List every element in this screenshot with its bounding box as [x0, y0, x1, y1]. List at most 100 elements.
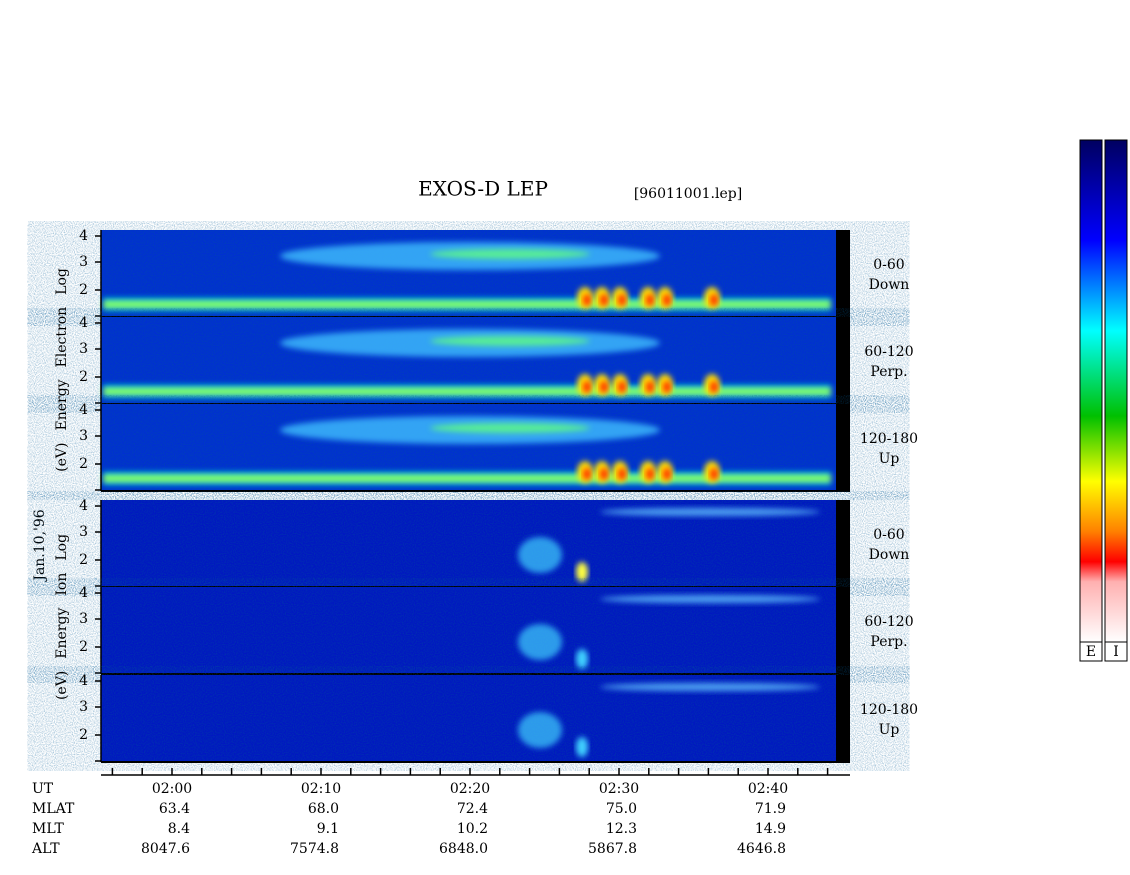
flux-blob [646, 468, 654, 480]
row-value: 72.4 [457, 801, 488, 817]
y-axis-label-word: Energy [54, 379, 70, 430]
flux-blob [576, 649, 588, 669]
file-name: [96011001.lep] [634, 186, 742, 202]
y-axis-label: (eV) Energy Electron Log [54, 268, 70, 472]
flux-band [430, 249, 590, 259]
row-value: 7574.8 [290, 841, 339, 857]
row-value: 71.9 [755, 801, 786, 817]
row-value: 63.4 [159, 801, 190, 817]
color-bar-label-box [1104, 641, 1128, 662]
time-label: 02:40 [748, 781, 788, 797]
y-axis-label-word: Electron [54, 307, 70, 368]
data-gap [836, 404, 850, 491]
y-tick-label: 2 [79, 552, 88, 568]
y-tick-label: 3 [79, 254, 88, 270]
color-bar [1079, 139, 1103, 643]
y-tick-label: 2 [79, 369, 88, 385]
flux-blob [576, 737, 588, 757]
row-value: 6848.0 [439, 841, 488, 857]
flux-blob [583, 294, 591, 306]
y-axis-label-word: Log [54, 534, 70, 561]
time-label: 02:00 [152, 781, 192, 797]
flux-band [103, 472, 831, 485]
y-tick-label: 3 [79, 699, 88, 715]
flux-blob [600, 468, 608, 480]
row-value: 10.2 [457, 821, 488, 837]
row-name: MLAT [32, 801, 75, 817]
flux-blob [518, 537, 562, 573]
row-value: 75.0 [606, 801, 637, 817]
flux-band [103, 298, 831, 311]
y-tick-label: 4 [79, 402, 88, 418]
flux-blob [646, 381, 654, 393]
direction-label: Down [869, 277, 910, 293]
flux-blob [646, 294, 654, 306]
y-tick-label: 2 [79, 639, 88, 655]
data-gap [836, 230, 850, 317]
y-axis-label-word: (eV) [54, 671, 70, 700]
row-value: 8047.6 [141, 841, 190, 857]
flux-band [103, 385, 831, 398]
title: EXOS-D LEP [418, 177, 548, 201]
row-name: UT [32, 781, 54, 797]
flux-blob [710, 381, 718, 393]
flux-band [600, 683, 820, 691]
y-tick-label: 3 [79, 611, 88, 627]
y-tick-label: 3 [79, 524, 88, 540]
y-axis-label-word: Log [54, 268, 70, 295]
y-tick-label: 2 [79, 456, 88, 472]
flux-blob [618, 381, 626, 393]
flux-blob [583, 381, 591, 393]
direction-label: Up [879, 722, 900, 738]
direction-label: Perp. [870, 634, 907, 650]
y-tick-label: 2 [79, 282, 88, 298]
time-label: 02:30 [599, 781, 639, 797]
pitch-angle-label: 60-120 [864, 614, 913, 630]
row-value: 5867.8 [588, 841, 637, 857]
flux-blob [710, 468, 718, 480]
flux-band [600, 595, 820, 603]
row-value: 68.0 [308, 801, 339, 817]
direction-label: Up [879, 451, 900, 467]
y-tick-label: 4 [79, 498, 88, 514]
direction-label: Perp. [870, 364, 907, 380]
color-bar-label: I [1113, 644, 1119, 660]
flux-band [430, 423, 590, 433]
pitch-angle-label: 0-60 [873, 527, 904, 543]
flux-blob [618, 294, 626, 306]
flux-blob [576, 562, 588, 582]
y-tick-label: 4 [79, 315, 88, 331]
flux-blob [600, 381, 608, 393]
flux-blob [663, 381, 671, 393]
flux-blob [518, 712, 562, 748]
flux-blob [710, 294, 718, 306]
y-tick-label: 3 [79, 428, 88, 444]
color-bar-label: E [1086, 644, 1096, 660]
pitch-angle-label: 60-120 [864, 344, 913, 360]
flux-blob [663, 294, 671, 306]
row-name: MLT [32, 821, 64, 837]
y-tick-label: 4 [79, 585, 88, 601]
row-value: 14.9 [755, 821, 786, 837]
y-tick-label: 4 [79, 228, 88, 244]
y-tick-label: 4 [79, 673, 88, 689]
row-value: 12.3 [606, 821, 637, 837]
y-axis-label: (eV) Energy Ion Log [54, 534, 70, 700]
flux-band [430, 336, 590, 346]
row-value: 8.4 [168, 821, 190, 837]
pitch-angle-label: 0-60 [873, 257, 904, 273]
row-value: 9.1 [317, 821, 339, 837]
date-label: Jan.10,'96 [32, 509, 48, 582]
flux-blob [663, 468, 671, 480]
flux-blob [518, 624, 562, 660]
data-gap [836, 500, 850, 587]
y-axis-label-word: Ion [54, 573, 70, 596]
flux-blob [583, 468, 591, 480]
y-tick-label: 2 [79, 727, 88, 743]
data-gap [836, 587, 850, 674]
color-bar [1104, 139, 1128, 643]
row-name: ALT [31, 841, 60, 857]
data-gap [836, 675, 850, 762]
y-tick-label: 3 [79, 341, 88, 357]
